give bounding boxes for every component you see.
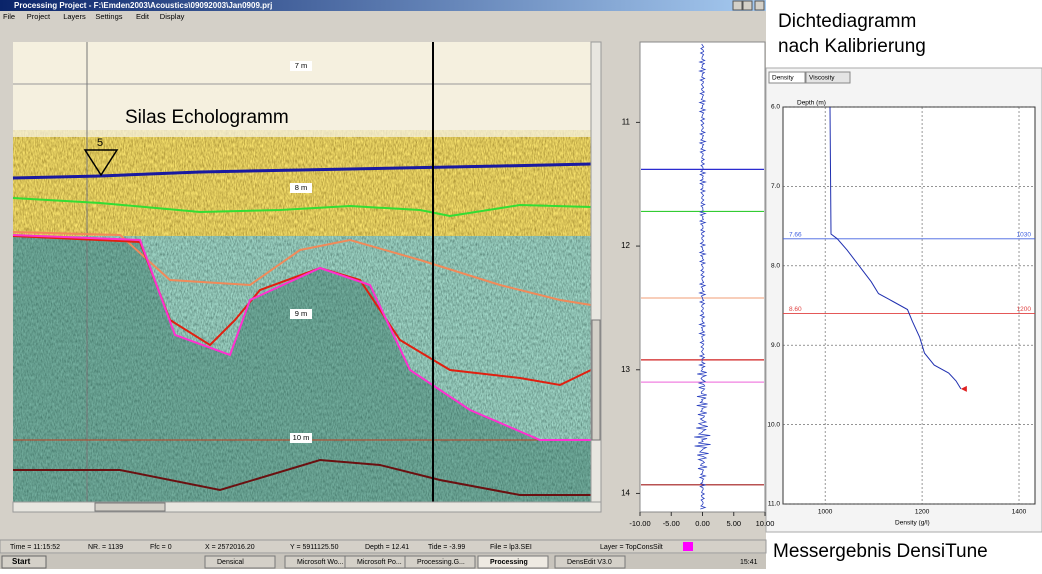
- status-field: NR. = 1139: [88, 544, 123, 551]
- menu-item[interactable]: Layers: [63, 12, 86, 21]
- maximize-button[interactable]: [743, 1, 752, 10]
- menu-item[interactable]: Display: [160, 12, 185, 21]
- depth-label: 7 m: [295, 61, 308, 70]
- menu-item[interactable]: Settings: [95, 12, 122, 21]
- y-tick-label: 10.0: [767, 421, 780, 428]
- density-plot-area: [783, 107, 1035, 504]
- page: Processing Project - F:\Emden2003\Acoust…: [0, 0, 1042, 569]
- x-axis-label: Density (g/l): [895, 520, 930, 527]
- start-label[interactable]: Start: [12, 557, 31, 566]
- status-field: Ffc = 0: [150, 544, 172, 551]
- menu-item[interactable]: Project: [27, 12, 51, 21]
- menu-item[interactable]: File: [3, 12, 15, 21]
- water-column: [13, 42, 591, 137]
- window-controls[interactable]: [733, 1, 764, 10]
- depth-label: 9 m: [295, 309, 308, 318]
- marker-label: 5: [97, 137, 103, 149]
- y-tick-label: 6.0: [771, 104, 780, 111]
- depth-label: 8 m: [295, 183, 308, 192]
- tab-label[interactable]: Viscosity: [809, 75, 835, 82]
- x-tick-label: 1400: [1012, 509, 1027, 516]
- taskbar-label[interactable]: Processing: [490, 559, 528, 566]
- status-field: Tide = -3.99: [428, 544, 465, 551]
- annotation: Dichtediagramm: [778, 11, 916, 32]
- screenshot: Processing Project - F:\Emden2003\Acoust…: [0, 0, 1042, 569]
- x-tick-label: 5.00: [726, 519, 741, 528]
- x-tick-label: 0.00: [695, 519, 710, 528]
- x-tick-label: 1200: [915, 509, 930, 516]
- status-field: Y = 5911125.50: [290, 544, 339, 551]
- tab-label[interactable]: Density: [772, 75, 794, 82]
- y-tick-label: 11: [622, 118, 631, 127]
- y-tick-label: 11.0: [768, 501, 781, 508]
- annotation: Messergebnis DensiTune: [773, 541, 988, 562]
- depth-label: 10 m: [293, 433, 310, 442]
- status-field: Depth = 12.41: [365, 544, 409, 551]
- taskbar-label[interactable]: Microsoft Wo...: [297, 559, 344, 566]
- x-tick-label: 1000: [818, 509, 833, 516]
- y-axis-label: Depth (m): [797, 100, 826, 107]
- y-tick-label: 12: [621, 241, 630, 250]
- y-tick-label: 7.0: [771, 183, 780, 190]
- menu-item[interactable]: Edit: [136, 12, 150, 21]
- status-indicator: [683, 542, 693, 551]
- taskbar-label[interactable]: Densical: [217, 559, 244, 566]
- reference-density-label: 1030: [1017, 232, 1032, 239]
- x-tick-label: -10.00: [629, 519, 650, 528]
- scroll-thumb[interactable]: [592, 320, 600, 440]
- reference-depth-label: 8.60: [789, 306, 802, 313]
- taskbar-label[interactable]: Microsoft Po...: [357, 559, 402, 566]
- y-tick-label: 14: [621, 489, 630, 498]
- x-tick-label: -5.00: [663, 519, 680, 528]
- window-title: Processing Project - F:\Emden2003\Acoust…: [14, 1, 272, 10]
- taskbar-label[interactable]: DensEdit V3.0: [567, 559, 612, 566]
- status-field: Layer = TopConsSilt: [600, 544, 663, 551]
- taskbar-label[interactable]: Processing.G...: [417, 559, 465, 566]
- echogram-title: Silas Echologramm: [125, 107, 289, 128]
- x-tick-label: 10.00: [756, 519, 775, 528]
- annotation: nach Kalibrierung: [778, 36, 926, 57]
- reference-depth-label: 7.66: [789, 232, 802, 239]
- scroll-thumb[interactable]: [95, 503, 165, 511]
- close-button[interactable]: [755, 1, 764, 10]
- clock: 15:41: [740, 559, 758, 566]
- y-tick-label: 8.0: [771, 263, 780, 270]
- y-tick-label: 9.0: [771, 342, 780, 349]
- status-field: File = lp3.SEI: [490, 544, 532, 551]
- minimize-button[interactable]: [733, 1, 742, 10]
- y-tick-label: 13: [621, 365, 630, 374]
- reference-density-label: 1200: [1017, 306, 1032, 313]
- status-field: X = 2572016.20: [205, 544, 255, 551]
- status-field: Time = 11:15:52: [10, 544, 60, 551]
